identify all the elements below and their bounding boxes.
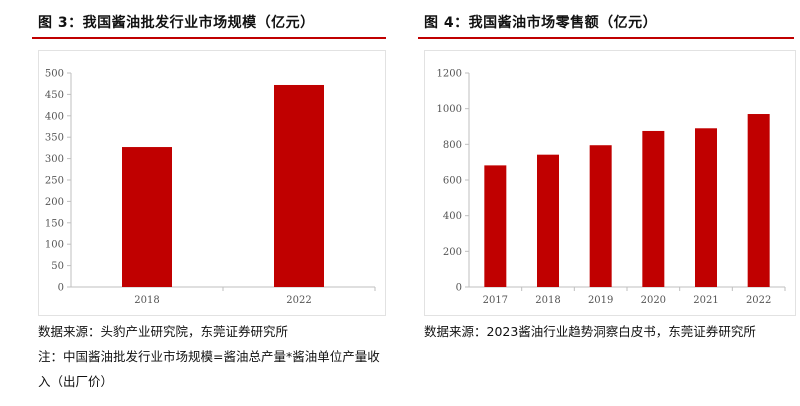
wholesale-market-size-chart: 0 50 100 150 200 250 300 350 400 450 500 2018 2022: [45, 69, 376, 306]
y-tick-label: 0: [58, 283, 64, 294]
bar-2018: [537, 154, 559, 287]
right-chart-frame: 0 200 400 600 800 1000 1200 2017 2018 2019 2020 202…: [424, 50, 796, 316]
y-tick-label: 150: [45, 218, 64, 229]
left-figure-title: 图 3：我国酱油批发行业市场规模（亿元）: [38, 15, 315, 31]
bar-2022: [274, 84, 324, 287]
left-footnote: 注：中国酱油批发行业市场规模=酱油总产量*酱油单位产量收入（出厂价）: [38, 349, 380, 389]
left-data-source: 数据来源：头豹产业研究院，东莞证券研究所: [38, 324, 289, 339]
y-tick-label: 300: [45, 154, 64, 165]
right-title-rule: [418, 37, 794, 39]
x-tick-label: 2017: [483, 295, 508, 306]
x-tick-label: 2021: [693, 295, 718, 306]
bar-2022: [747, 114, 770, 287]
y-tick-label: 1000: [437, 104, 462, 115]
x-tick-label: 2020: [641, 295, 666, 306]
y-tick-label: 400: [443, 211, 462, 222]
right-data-source: 数据来源：2023酱油行业趋势洞察白皮书，东莞证券研究所: [424, 324, 756, 339]
y-tick-label: 50: [51, 261, 64, 272]
y-tick-label: 350: [45, 133, 64, 144]
bar-2021: [695, 128, 717, 287]
left-title-rule: [32, 37, 386, 39]
left-chart-frame: 0 50 100 150 200 250 300 350 400 450 500 2018 2022: [38, 50, 386, 316]
x-tick-label: 2019: [588, 295, 613, 306]
x-tick-label: 2022: [286, 295, 311, 306]
x-tick-label: 2018: [134, 295, 159, 306]
y-tick-label: 200: [443, 247, 462, 258]
left-figure-panel: 图 3：我国酱油批发行业市场规模（亿元） 0 50 100 150 200 250 300 3…: [0, 0, 392, 406]
retail-sales-chart: 0 200 400 600 800 1000 1200 2017 2018 2019 2020 202…: [437, 69, 786, 306]
right-figure-title: 图 4：我国酱油市场零售额（亿元）: [424, 15, 658, 31]
bar-2018: [122, 147, 172, 287]
y-tick-label: 800: [443, 140, 462, 151]
y-tick-label: 250: [45, 176, 64, 187]
y-tick-label: 0: [456, 283, 462, 294]
y-tick-label: 600: [443, 176, 462, 187]
right-figure-panel: 图 4：我国酱油市场零售额（亿元） 0 200 400 600 800 1000 1200 2…: [408, 0, 800, 406]
x-tick-label: 2022: [746, 295, 771, 306]
bar-2017: [484, 165, 507, 287]
y-tick-label: 200: [45, 197, 64, 208]
bar-2019: [589, 145, 612, 287]
y-tick-label: 450: [45, 90, 64, 101]
y-tick-label: 500: [45, 69, 64, 80]
bar-2020: [642, 130, 665, 287]
y-tick-label: 1200: [437, 69, 462, 80]
y-tick-label: 100: [45, 240, 64, 251]
y-tick-label: 400: [45, 111, 64, 122]
x-tick-label: 2018: [535, 295, 560, 306]
